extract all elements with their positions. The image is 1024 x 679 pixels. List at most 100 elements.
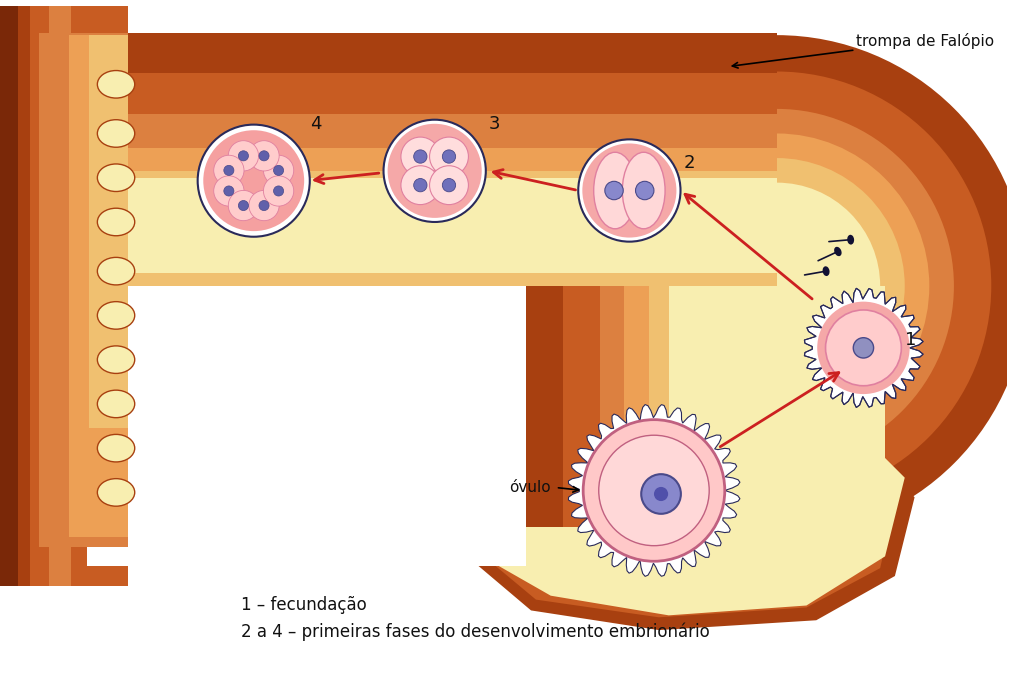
Circle shape — [429, 166, 468, 204]
Circle shape — [224, 166, 233, 175]
Ellipse shape — [97, 164, 135, 191]
Circle shape — [263, 155, 294, 185]
Polygon shape — [562, 286, 600, 527]
Wedge shape — [777, 158, 905, 414]
Polygon shape — [30, 5, 49, 586]
Polygon shape — [0, 5, 17, 586]
Ellipse shape — [97, 257, 135, 285]
Polygon shape — [0, 586, 482, 674]
Circle shape — [259, 200, 269, 210]
Circle shape — [384, 120, 485, 222]
Ellipse shape — [97, 346, 135, 373]
Polygon shape — [49, 5, 71, 586]
Polygon shape — [568, 405, 740, 576]
Polygon shape — [87, 273, 777, 296]
Ellipse shape — [97, 120, 135, 147]
Circle shape — [273, 166, 284, 175]
Polygon shape — [87, 323, 777, 354]
Text: 1 – fecundação: 1 – fecundação — [241, 595, 367, 614]
Polygon shape — [39, 33, 128, 547]
Polygon shape — [69, 35, 128, 536]
Circle shape — [259, 151, 269, 161]
Circle shape — [583, 420, 725, 562]
Circle shape — [198, 125, 310, 237]
Ellipse shape — [623, 152, 665, 229]
Circle shape — [654, 487, 668, 501]
Circle shape — [442, 179, 456, 191]
Circle shape — [401, 166, 439, 204]
Ellipse shape — [835, 246, 842, 256]
Circle shape — [249, 141, 280, 171]
Polygon shape — [87, 296, 777, 323]
Circle shape — [249, 190, 280, 221]
Text: trompa de Falópio: trompa de Falópio — [856, 33, 993, 49]
Ellipse shape — [97, 208, 135, 236]
Wedge shape — [777, 109, 954, 463]
Wedge shape — [777, 134, 930, 439]
Polygon shape — [472, 428, 905, 615]
Text: óvulo: óvulo — [509, 480, 551, 495]
Polygon shape — [805, 289, 923, 407]
Polygon shape — [87, 171, 777, 178]
Polygon shape — [87, 73, 777, 114]
Circle shape — [853, 337, 873, 358]
Circle shape — [414, 150, 427, 163]
Polygon shape — [462, 428, 914, 630]
Polygon shape — [625, 286, 649, 527]
Text: 3: 3 — [488, 115, 501, 132]
Circle shape — [388, 124, 481, 218]
Circle shape — [401, 137, 439, 176]
Circle shape — [636, 181, 654, 200]
Polygon shape — [0, 5, 12, 586]
Circle shape — [442, 150, 456, 163]
Polygon shape — [600, 286, 625, 527]
Text: 1: 1 — [905, 331, 916, 349]
Polygon shape — [12, 5, 30, 586]
Polygon shape — [87, 286, 526, 428]
Circle shape — [239, 151, 249, 161]
Polygon shape — [87, 178, 777, 273]
Ellipse shape — [97, 301, 135, 329]
Circle shape — [641, 474, 681, 514]
Wedge shape — [777, 183, 881, 389]
Polygon shape — [649, 286, 669, 527]
Ellipse shape — [822, 266, 829, 276]
Ellipse shape — [594, 152, 637, 229]
Circle shape — [239, 200, 249, 210]
Text: 4: 4 — [310, 115, 322, 132]
Polygon shape — [526, 286, 562, 527]
Circle shape — [228, 190, 258, 221]
Circle shape — [228, 141, 258, 171]
Polygon shape — [474, 439, 895, 617]
Polygon shape — [87, 354, 777, 389]
Circle shape — [583, 143, 677, 238]
Polygon shape — [0, 5, 128, 586]
Circle shape — [214, 155, 244, 185]
Circle shape — [214, 176, 244, 206]
Ellipse shape — [97, 435, 135, 462]
Ellipse shape — [97, 390, 135, 418]
Circle shape — [817, 301, 909, 394]
Polygon shape — [0, 5, 1007, 674]
Polygon shape — [87, 428, 526, 566]
Circle shape — [599, 435, 710, 546]
Polygon shape — [87, 33, 777, 73]
Polygon shape — [87, 389, 777, 428]
Circle shape — [429, 137, 468, 176]
Circle shape — [224, 186, 233, 196]
Polygon shape — [87, 114, 777, 148]
Polygon shape — [777, 5, 1007, 281]
Circle shape — [204, 130, 304, 231]
Circle shape — [605, 181, 624, 200]
Wedge shape — [777, 71, 991, 500]
Text: 2: 2 — [683, 154, 695, 172]
Wedge shape — [777, 35, 1024, 536]
Polygon shape — [669, 286, 885, 527]
Ellipse shape — [97, 479, 135, 506]
Polygon shape — [494, 453, 870, 601]
Text: 2 a 4 – primeiras fases do desenvolvimento embrionário: 2 a 4 – primeiras fases do desenvolvimen… — [241, 622, 710, 641]
Circle shape — [273, 186, 284, 196]
Ellipse shape — [847, 235, 854, 244]
Circle shape — [579, 139, 681, 242]
Polygon shape — [88, 35, 128, 428]
